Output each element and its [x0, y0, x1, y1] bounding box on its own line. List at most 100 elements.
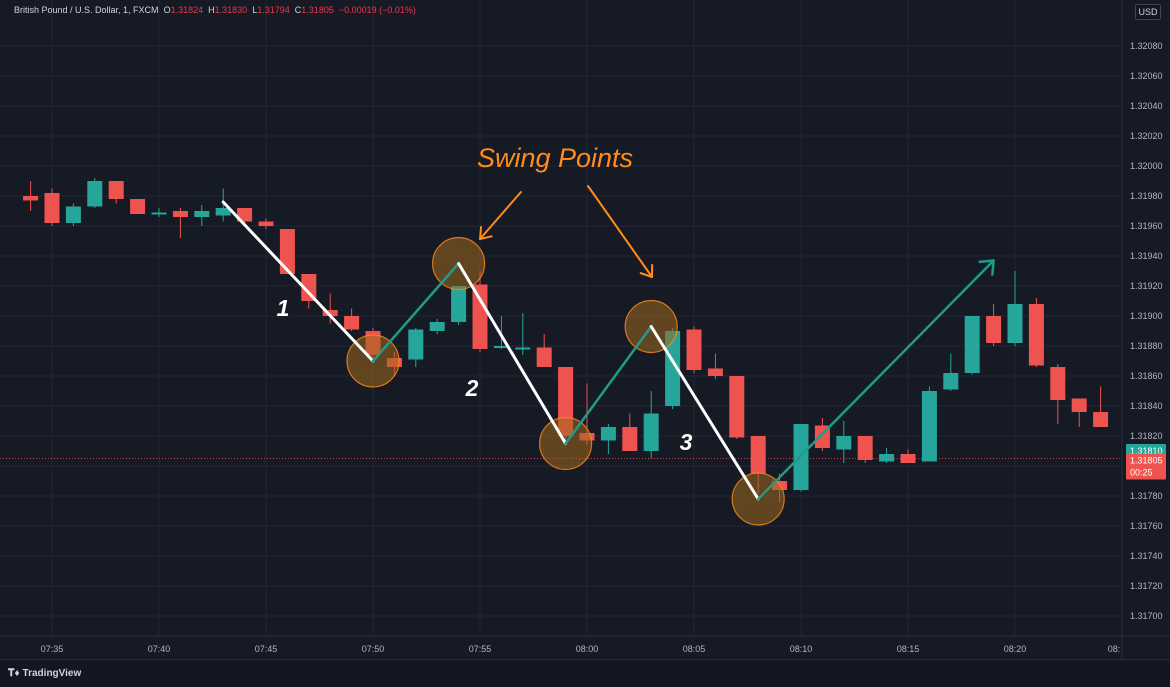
candle-body: [65, 206, 81, 223]
annotations-layer: Swing Points 1 2 3: [221, 143, 995, 526]
trend-line: [457, 262, 568, 445]
trend-line: [371, 262, 460, 363]
candle-body: [301, 274, 317, 301]
candle-body: [23, 196, 39, 201]
y-tick-label: 1.31780: [1130, 491, 1163, 501]
candle-body: [1028, 304, 1044, 366]
candle-body: [1007, 304, 1023, 343]
open-value: 1.31824: [170, 5, 204, 15]
candle-body: [1050, 367, 1066, 400]
footer-bar: 𝐓♦ TradingView: [0, 659, 1170, 687]
candle-body: [172, 211, 188, 217]
brand-name: TradingView: [22, 668, 82, 679]
y-tick-label: 1.31980: [1130, 191, 1163, 201]
y-tick-label: 1.32020: [1130, 131, 1163, 141]
candle-body: [151, 212, 167, 215]
change-value: −0.00019 (−0.01%): [338, 5, 416, 15]
y-tick-label: 1.31900: [1130, 311, 1163, 321]
candle-body: [665, 331, 681, 406]
candle-body: [750, 436, 766, 474]
bid-price-label: 1.31810: [1130, 446, 1163, 456]
candle-body: [622, 427, 638, 451]
candle-body: [108, 181, 124, 199]
low-value: 1.31794: [257, 5, 290, 15]
y-tick-label: 1.31920: [1130, 281, 1163, 291]
candle-body: [900, 454, 916, 463]
candle-body: [194, 211, 210, 217]
pointer-arrow-right: [587, 185, 653, 278]
x-tick-label: 07:50: [362, 644, 385, 654]
candle-body: [986, 316, 1002, 343]
axes-layer: 1.32080 1.32060 1.32040 1.32020 1.32000 1.319…: [0, 0, 1170, 659]
y-tick-label: 1.32060: [1130, 71, 1163, 81]
candle-body: [1093, 412, 1109, 427]
y-tick-label: 1.31740: [1130, 551, 1163, 561]
candle-body: [344, 316, 360, 330]
y-tick-label: 1.31960: [1130, 221, 1163, 231]
high-label: H: [208, 5, 215, 15]
x-tick-label: 08:00: [576, 644, 599, 654]
symbol-name[interactable]: British Pound / U.S. Dollar, 1, FXCM: [14, 5, 159, 15]
tradingview-logo-icon: 𝐓♦: [8, 668, 20, 679]
close-label: C: [294, 5, 302, 15]
y-tick-label: 1.31860: [1130, 371, 1163, 381]
x-tick-label: 07:35: [41, 644, 64, 654]
trend-line: [564, 325, 653, 445]
candle-body: [686, 329, 702, 370]
y-tick-label: 1.31940: [1130, 251, 1163, 261]
currency-button[interactable]: USD: [1135, 4, 1161, 20]
symbol-legend: British Pound / U.S. Dollar, 1, FXCM O1.…: [14, 5, 416, 15]
candle-body: [921, 391, 937, 462]
x-tick-label: 07:40: [148, 644, 171, 654]
candle-body: [451, 286, 467, 322]
candle-body: [258, 221, 274, 226]
y-tick-label: 1.31760: [1130, 521, 1163, 531]
candle-body: [1071, 398, 1087, 412]
candle-body: [729, 376, 745, 438]
candle-body: [836, 436, 852, 450]
open-label: O: [163, 5, 171, 15]
swing-number-3: 3: [680, 429, 693, 455]
candle-body: [44, 193, 60, 223]
y-tick-label: 1.32040: [1130, 101, 1163, 111]
pointer-arrow-right-head: [639, 264, 654, 278]
y-tick-label: 1.31880: [1130, 341, 1163, 351]
trend-line: [756, 259, 995, 501]
candle-body: [322, 310, 338, 316]
y-tick-label: 1.32000: [1130, 161, 1163, 171]
x-tick-label: 08:15: [897, 644, 920, 654]
low-label: L: [252, 5, 258, 15]
current-price-tag: [1126, 453, 1166, 480]
candle-body: [215, 208, 231, 216]
x-tick-label: 07:45: [255, 644, 278, 654]
y-tick-label: 1.31820: [1130, 431, 1163, 441]
candle-body: [87, 181, 103, 207]
x-tick-label: 08:: [1108, 644, 1121, 654]
pointer-arrow-left: [479, 191, 522, 240]
y-tick-label: 1.31840: [1130, 401, 1163, 411]
swing-points-title: Swing Points: [477, 143, 633, 173]
candle-body: [472, 284, 488, 349]
x-tick-label: 07:55: [469, 644, 492, 654]
tradingview-logo[interactable]: 𝐓♦ TradingView: [8, 668, 81, 679]
trend-line: [221, 200, 375, 363]
trend-line: [649, 325, 760, 501]
candle-body: [879, 454, 895, 462]
current-price-label: 1.31805: [1130, 456, 1163, 466]
candle-body: [707, 368, 723, 376]
candle-body: [493, 346, 509, 348]
y-tick-label: 1.32080: [1130, 41, 1163, 51]
y-tick-label: 1.31720: [1130, 581, 1163, 591]
trend-arrow-head: [978, 259, 995, 276]
candle-body: [943, 373, 959, 390]
x-tick-label: 08:10: [790, 644, 813, 654]
candle-body: [130, 199, 146, 214]
close-value: 1.31805: [301, 5, 334, 15]
grid: [0, 0, 1122, 636]
candle-body: [857, 436, 873, 460]
high-value: 1.31830: [214, 5, 248, 15]
candle-body: [408, 329, 424, 360]
swing-number-2: 2: [465, 375, 479, 401]
y-tick-label: 1.31700: [1130, 611, 1163, 621]
